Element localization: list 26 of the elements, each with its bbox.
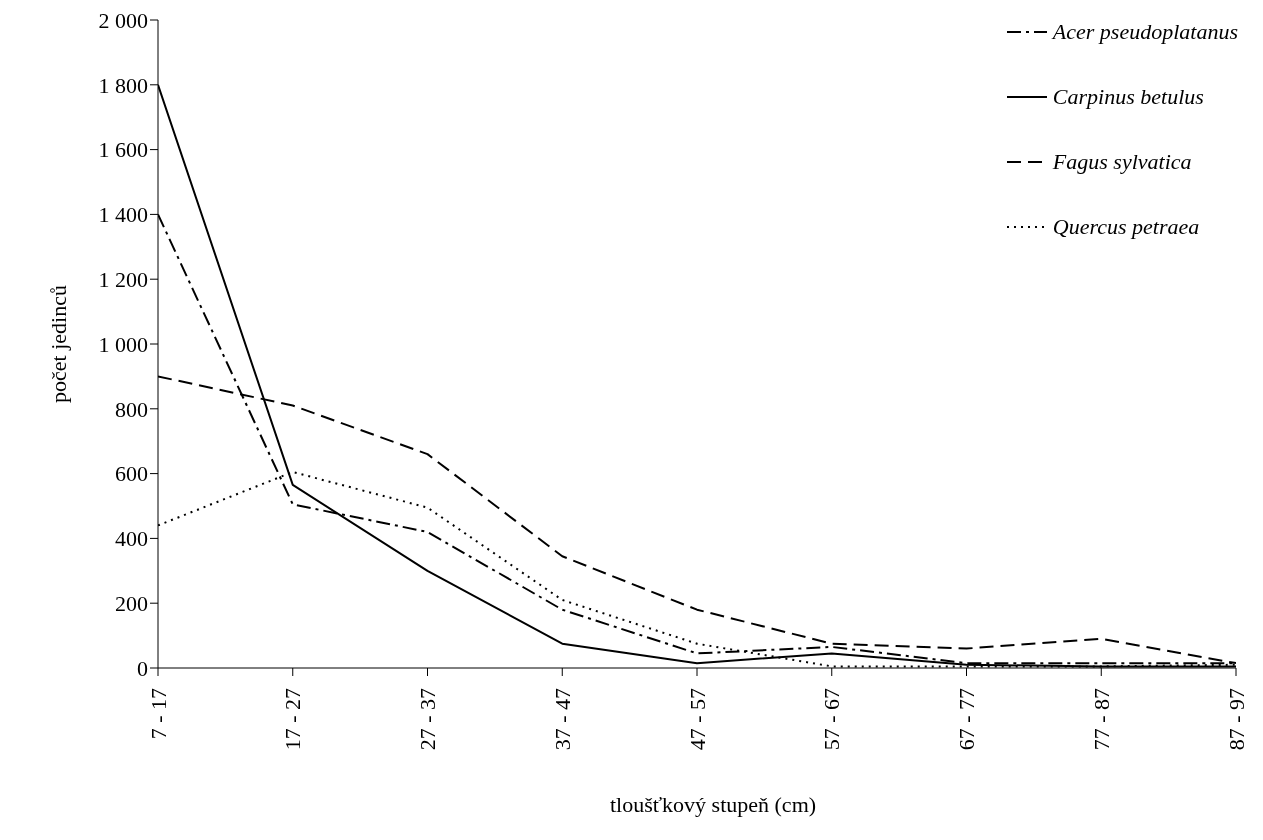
legend-label: Quercus petraea — [1052, 214, 1200, 240]
legend-label: Acer pseudoplatanus — [1052, 19, 1238, 45]
x-tick-label: 37 - 47 — [549, 688, 575, 751]
x-tick-label: 67 - 77 — [954, 688, 979, 751]
y-tick-label: 200 — [115, 591, 148, 617]
y-tick-label: 2 000 — [98, 7, 148, 33]
x-tick-label: 17 - 27 — [280, 688, 306, 751]
x-tick-label: 47 - 57 — [684, 688, 710, 751]
y-tick-label: 600 — [115, 461, 148, 487]
y-tick-label: 1 200 — [98, 267, 148, 293]
x-axis-title: tloušťkový stupeň (cm) — [608, 792, 818, 818]
legend-label: Carpinus betulus — [1052, 84, 1204, 110]
x-tick-label: 57 - 67 — [819, 688, 845, 751]
y-tick-label: 1 600 — [98, 137, 148, 163]
x-tick-label: 7 - 17 — [145, 688, 171, 740]
y-tick-label: 1 400 — [98, 202, 148, 228]
x-tick-label: 27 - 37 — [415, 688, 440, 751]
y-tick-label: 1 800 — [98, 72, 148, 98]
x-tick-label: 87 - 97 — [1223, 688, 1249, 751]
y-axis-title: počet jedinců — [45, 285, 71, 403]
y-tick-label: 400 — [115, 526, 148, 552]
y-tick-label: 1 000 — [98, 331, 148, 357]
legend-label: Fagus sylvatica — [1052, 149, 1192, 175]
y-tick-label: 800 — [115, 396, 148, 422]
y-tick-label: 0 — [137, 655, 148, 681]
x-tick-label: 77 - 87 — [1088, 688, 1114, 751]
